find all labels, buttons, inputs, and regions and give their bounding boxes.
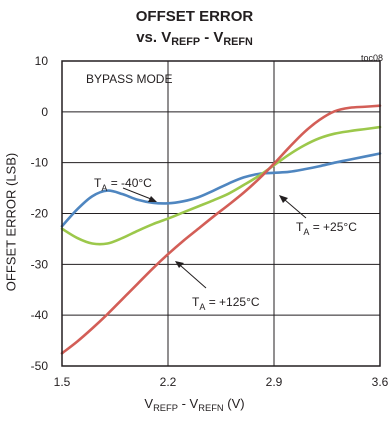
- chart-subtitle: vs. VREFP - VREFN: [136, 29, 253, 49]
- tick-labels: 10 0 -10 -20 -30 -40 -50 1.5 2.2 2.9 3.6: [31, 54, 389, 389]
- x-tick-label: 2.9: [266, 375, 283, 389]
- y-tick-label: -10: [31, 156, 49, 170]
- figure-code: toc08: [360, 53, 383, 63]
- series-line-p25: [60, 125, 382, 246]
- arrowhead-p25: [279, 195, 288, 203]
- y-axis-label-box: OFFSET ERROR (LSB): [1, 153, 21, 291]
- leader-line-p25: [284, 199, 307, 219]
- series-line-m40: [60, 152, 382, 228]
- y-tick-label: -20: [31, 207, 49, 221]
- x-tick-label: 3.6: [372, 375, 389, 389]
- gridlines: [62, 61, 380, 366]
- leader-line-m40: [122, 187, 152, 200]
- y-tick-label: 10: [35, 54, 49, 68]
- annotations: BYPASS MODE TA = -40°C TA = +25°C TA = +…: [86, 72, 357, 312]
- x-axis-label: VREFP - VREFN (V): [144, 396, 245, 413]
- arrowhead-m40: [148, 196, 157, 202]
- arrowhead-p125: [175, 261, 184, 268]
- y-tick-label: -30: [31, 257, 49, 271]
- series-label-p25: TA = +25°C: [296, 220, 357, 237]
- plot-frame: [61, 60, 381, 367]
- series-layer: [60, 104, 382, 355]
- leader-line-p125: [180, 265, 207, 289]
- y-tick-label: 0: [41, 105, 48, 119]
- y-tick-label: -50: [31, 359, 49, 373]
- series-line-p125: [60, 104, 382, 355]
- chart-title: OFFSET ERROR: [135, 8, 254, 25]
- y-tick-label: -40: [31, 308, 49, 322]
- x-tick-label: 2.2: [160, 375, 177, 389]
- series-label-m40: TA = -40°C: [94, 176, 152, 193]
- series-label-p125: TA = +125°C: [192, 295, 260, 312]
- mode-label: BYPASS MODE: [86, 72, 172, 86]
- y-axis-label: OFFSET ERROR (LSB): [3, 152, 19, 292]
- x-tick-label: 1.5: [54, 375, 71, 389]
